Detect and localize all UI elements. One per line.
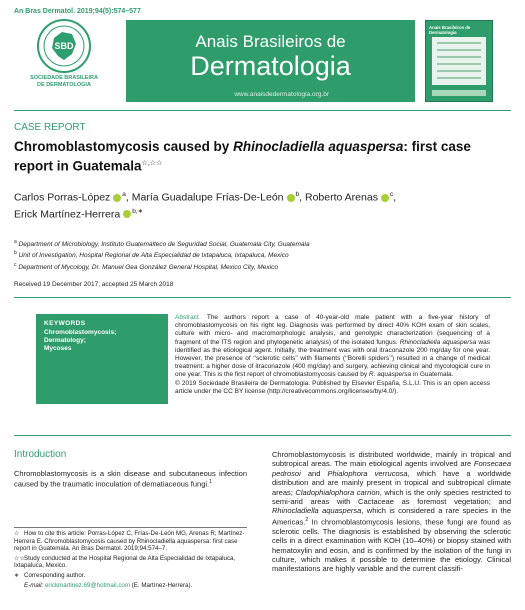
header-rule (14, 110, 511, 111)
orcid-icon[interactable] (123, 210, 132, 218)
keyword-item[interactable]: Dermatology; (44, 337, 86, 344)
received-dates: Received 19 December 2017; accepted 25 M… (14, 281, 174, 288)
email-link[interactable]: erickmartinez.69@hotmail.com (44, 581, 131, 589)
journal-title-line2: Dermatologia (190, 51, 351, 81)
author-name[interactable]: Erick Martínez-Herrera (14, 208, 121, 220)
reference-link[interactable]: 2 (305, 516, 309, 523)
affiliation-item: a Department of Microbiology, Instituto … (14, 239, 310, 249)
affiliations: a Department of Microbiology, Instituto … (14, 238, 509, 272)
footnote-item: ☆☆Study conducted at the Hospital Region… (14, 554, 236, 570)
society-logo: SBD SOCIEDADE BRASILEIRA DE DERMATOLOGIA (14, 18, 114, 102)
affiliation-item: c Department of Mycology, Dr. Manuel Gea… (14, 261, 278, 271)
sbd-seal-icon: SBD (37, 19, 91, 73)
article-type: CASE REPORT (14, 122, 86, 133)
keyword-item[interactable]: Chromoblastomycosis; (44, 329, 117, 336)
corresponding-email: E-mail: erickmartinez.69@hotmail.com (E.… (24, 581, 193, 589)
footnotes: ☆ How to cite this article: Porras-López … (14, 530, 247, 591)
footnote-rule (14, 527, 247, 528)
keywords-box: KEYWORDS Chromoblastomycosis; Dermatolog… (36, 314, 168, 404)
section-heading-introduction: Introduction (14, 449, 67, 460)
affiliation-item: b Unit of Investigation, Hospital Region… (14, 250, 289, 260)
author-list: Carlos Porras-López a, María Guadalupe Fr… (14, 191, 397, 220)
footnote-item: ☆ How to cite this article: Porras-López … (14, 530, 245, 553)
abstract-rule (14, 435, 511, 436)
copyright-notice: © 2019 Sociedade Brasileira de Dermatolo… (175, 379, 490, 395)
abstract: Abstract The authors report a case of 40… (175, 314, 490, 395)
journal-cover-thumbnail: Anais Brasileiros de Dermatologia (425, 20, 493, 102)
cover-title: Anais Brasileiros de Dermatologia (429, 25, 471, 35)
abstract-label: Abstract (175, 314, 199, 321)
article-title: Chromoblastomycosis caused by Rhinocladi… (14, 139, 471, 174)
intro-paragraph: Chromoblastomycosis is a skin disease an… (14, 469, 247, 489)
author-name[interactable]: Roberto Arenas (304, 191, 378, 204)
footnote-item: ∗ Corresponding author. (14, 571, 86, 579)
keywords-heading: KEYWORDS (44, 320, 86, 327)
body-paragraph: Chromoblastomycosis is distributed world… (272, 450, 511, 574)
society-name-line2: DE DERMATOLOGIA (37, 82, 91, 88)
orcid-icon[interactable] (380, 193, 389, 202)
journal-url[interactable]: www.anaisdedermatologia.org.br (234, 91, 329, 98)
reference-link[interactable]: 1 (209, 479, 212, 486)
society-name-line1: SOCIEDADE BRASILEIRA (30, 75, 98, 81)
author-name[interactable]: Carlos Porras-López (14, 191, 111, 204)
meta-rule (14, 297, 511, 298)
logo-letters: SBD (54, 41, 74, 51)
keyword-item[interactable]: Mycoses (44, 345, 72, 352)
author-name[interactable]: María Guadalupe Frías-De-León (131, 191, 284, 204)
journal-citation: An Bras Dermatol. 2019;94(5):574–577 (14, 8, 141, 15)
orcid-icon[interactable] (113, 193, 122, 202)
journal-banner: Anais Brasileiros de Dermatologia www.an… (126, 20, 415, 102)
journal-title-line1: Anais Brasileiros de (195, 32, 346, 51)
cover-image (432, 37, 486, 85)
orcid-icon[interactable] (286, 193, 295, 202)
cover-footer-band (432, 90, 486, 96)
